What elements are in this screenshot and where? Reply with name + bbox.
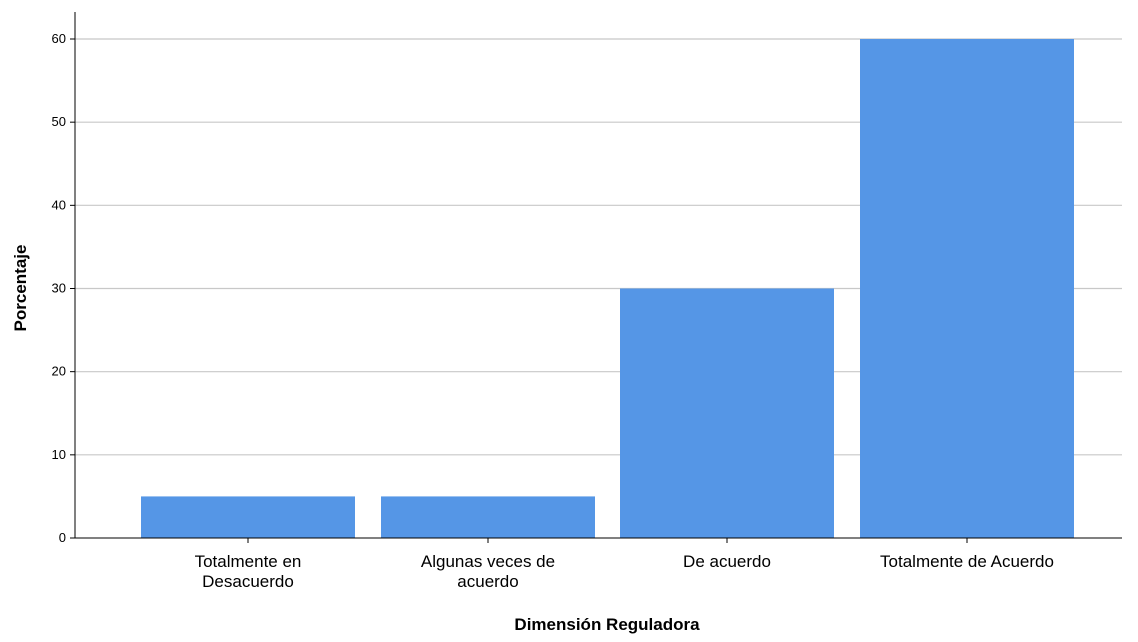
bar-3 <box>860 39 1074 538</box>
y-tick-label-0: 0 <box>59 530 66 545</box>
x-category-labels: Totalmente en Desacuerdo Algunas veces de a… <box>195 538 1054 591</box>
y-tick-label-20: 20 <box>52 364 66 379</box>
bars <box>141 39 1074 538</box>
y-tick-label-10: 10 <box>52 447 66 462</box>
x-tick-label-2: De acuerdo <box>683 552 771 571</box>
x-axis-title: Dimensión Reguladora <box>514 615 700 634</box>
y-tick-label-60: 60 <box>52 31 66 46</box>
bar-1 <box>381 496 595 538</box>
y-tick-label-30: 30 <box>52 281 66 296</box>
y-tick-labels: 0 10 20 30 40 50 60 <box>52 31 75 545</box>
y-tick-label-40: 40 <box>52 197 66 212</box>
bar-0 <box>141 496 355 538</box>
y-tick-label-50: 50 <box>52 114 66 129</box>
x-tick-label-0: Totalmente en Desacuerdo <box>195 552 302 591</box>
bar-2 <box>620 288 834 538</box>
x-tick-label-3: Totalmente de Acuerdo <box>880 552 1054 571</box>
y-axis-title: Porcentaje <box>11 245 30 332</box>
axes <box>74 12 1122 539</box>
x-tick-label-1: Algunas veces de acuerdo <box>421 552 555 591</box>
